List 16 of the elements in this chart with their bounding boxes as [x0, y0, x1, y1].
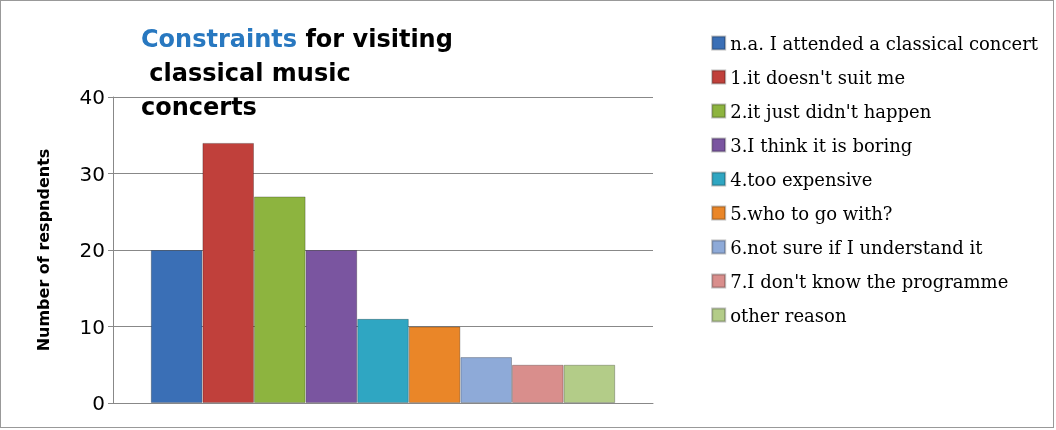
legend-label: 1.it doesn't suit me — [730, 66, 906, 88]
legend-label: n.a. I attended a classical concert — [730, 32, 1039, 54]
y-tick-label: 40 — [79, 85, 105, 109]
y-tick-label: 20 — [79, 238, 105, 262]
legend-label: 6.not sure if I understand it — [730, 236, 984, 258]
y-tick-label: 30 — [79, 161, 105, 186]
legend-label: 3.I think it is boring — [730, 134, 913, 156]
legend-label: 2.it just didn't happen — [730, 100, 932, 122]
legend-label: 4.too expensive — [730, 168, 873, 190]
legend-label: other reason — [730, 304, 847, 326]
y-tick-label: 0 — [92, 391, 105, 415]
y-axis-title: Number of respndents — [33, 148, 53, 352]
chart-title: Constraints for visiting classical music concerts — [141, 25, 453, 121]
legend-label: 7.I don't know the programme — [730, 270, 1009, 292]
y-tick-label: 10 — [79, 314, 105, 339]
legend-label: 5.who to go with? — [730, 202, 893, 224]
